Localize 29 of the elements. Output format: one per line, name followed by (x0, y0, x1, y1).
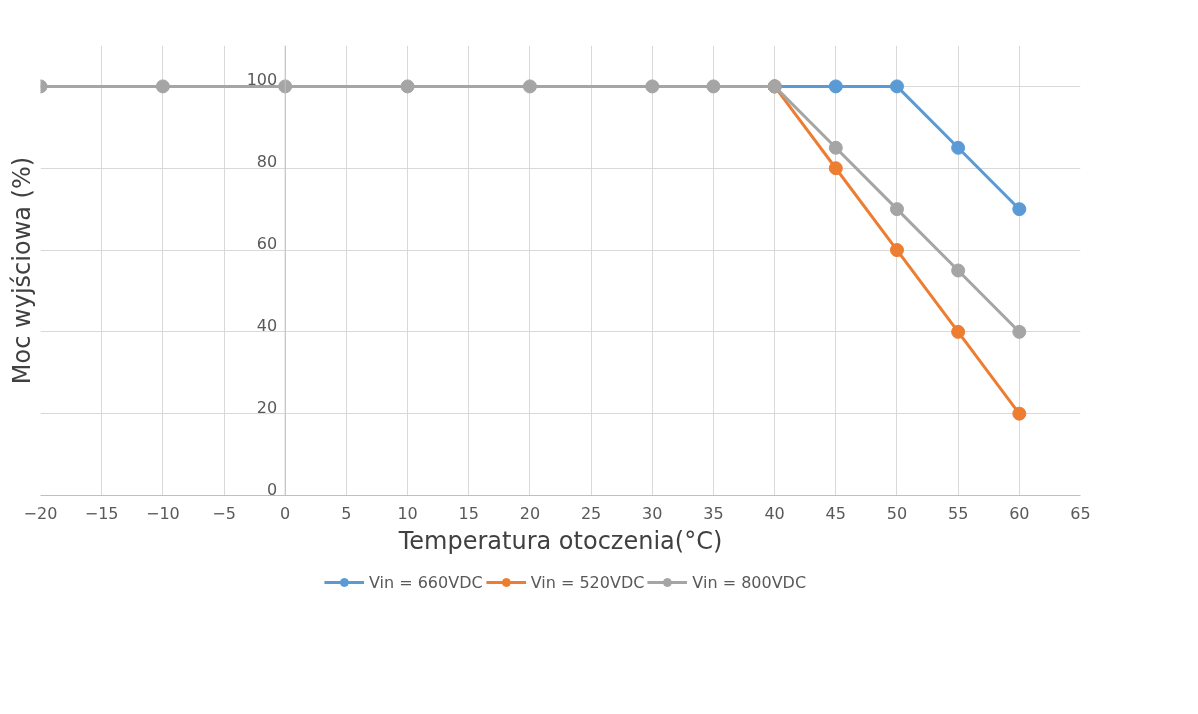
x-tick-label: 20 (519, 503, 541, 523)
x-tick-label: 0 (280, 503, 291, 523)
x-tick-label: 15 (458, 503, 479, 523)
x-tick-label: −15 (84, 503, 119, 523)
y-axis-title: Moc wyjściowa (%) (7, 156, 36, 385)
x-tick-label: −10 (145, 503, 180, 523)
y-tick-label: 0 (267, 479, 278, 499)
x-tick-label: 65 (1070, 503, 1091, 523)
x-tick-label: 25 (580, 503, 602, 523)
legend-label: Vin = 520VDC (530, 572, 645, 592)
x-tick-label: 50 (886, 503, 908, 523)
y-tick-label: 80 (256, 152, 278, 172)
legend-label: Vin = 660VDC (368, 572, 483, 592)
y-tick-label: 100 (246, 70, 278, 90)
x-axis-title: Temperatura otoczenia(°C) (397, 526, 723, 555)
legend-label: Vin = 800VDC (692, 572, 807, 592)
x-tick-label: 55 (947, 503, 969, 523)
x-tick-label: 40 (764, 503, 785, 523)
y-tick-label: 60 (256, 234, 278, 254)
x-tick-label: −5 (212, 503, 236, 523)
x-tick-label: −20 (23, 503, 58, 523)
x-tick-label: 35 (703, 503, 724, 523)
y-tick-label: 20 (256, 397, 278, 417)
x-tick-label: 45 (825, 503, 846, 523)
y-tick-label: 40 (256, 315, 278, 335)
x-tick-label: 10 (397, 503, 418, 523)
x-tick-label: 60 (1009, 503, 1030, 523)
x-tick-label: 5 (341, 503, 352, 523)
x-tick-label: 30 (642, 503, 663, 523)
